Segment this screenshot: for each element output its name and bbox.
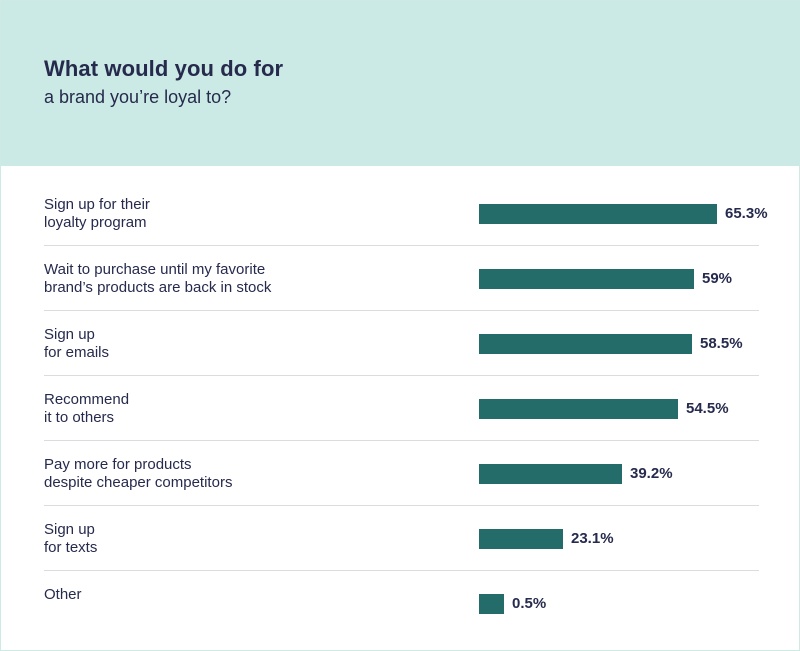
row-divider [44, 440, 759, 441]
category-label-line: despite cheaper competitors [44, 474, 233, 491]
row-divider [44, 310, 759, 311]
value-label: 39.2% [630, 465, 673, 482]
chart-subtitle: a brand you’re loyal to? [44, 87, 232, 107]
bar-row: Other 0.5% [1, 571, 800, 636]
chart-header: What would you do for a brand you’re loy… [1, 1, 800, 166]
category-label-line: Sign up for their [44, 196, 150, 213]
value-label: 59% [702, 270, 733, 287]
bar-row: Sign up for their loyalty program 65.3% [1, 181, 800, 246]
category-label-line: for emails [44, 344, 110, 361]
bar-row: Pay more for products despite cheaper com… [1, 441, 800, 506]
value-label: 54.5% [686, 400, 729, 417]
category-label: Sign up for emails [44, 326, 424, 362]
category-label-line: Sign up [44, 521, 95, 538]
category-label-line: Other [44, 586, 82, 603]
category-label-line: it to others [44, 409, 115, 426]
chart-title: What would you do for [44, 56, 284, 81]
row-divider [44, 570, 759, 571]
category-label-line: loyalty program [44, 214, 147, 231]
category-label-line: for texts [44, 539, 98, 556]
value-label: 23.1% [571, 530, 614, 547]
category-label-line: Pay more for products [44, 456, 192, 473]
bar [479, 334, 692, 354]
bar [479, 464, 622, 484]
value-label: 65.3% [725, 205, 768, 222]
value-label: 58.5% [700, 335, 743, 352]
category-label-line: Sign up [44, 326, 95, 343]
row-divider [44, 375, 759, 376]
row-divider [44, 505, 759, 506]
category-label: Sign up for their loyalty program [44, 196, 424, 232]
bar-row: Wait to purchase until my favorite brand’… [1, 246, 800, 311]
value-label: 0.5% [512, 595, 547, 612]
bar [479, 529, 563, 549]
bar-row: Sign up for texts 23.1% [1, 506, 800, 571]
category-label-line: Wait to purchase until my favorite [44, 261, 266, 278]
category-label: Recommend it to others [44, 391, 424, 427]
category-label: Other [44, 586, 424, 604]
bar [479, 204, 717, 224]
bar-row: Recommend it to others 54.5% [1, 376, 800, 441]
category-label: Wait to purchase until my favorite brand’… [44, 261, 424, 297]
row-divider [44, 245, 759, 246]
bar [479, 594, 504, 614]
category-label-line: Recommend [44, 391, 130, 408]
bar [479, 399, 678, 419]
bar-rows: Sign up for their loyalty program 65.3% Wai… [1, 181, 800, 636]
category-label: Pay more for products despite cheaper com… [44, 456, 424, 492]
category-label: Sign up for texts [44, 521, 424, 557]
category-label-line: brand’s products are back in stock [44, 279, 272, 296]
bar [479, 269, 694, 289]
bar-row: Sign up for emails 58.5% [1, 311, 800, 376]
